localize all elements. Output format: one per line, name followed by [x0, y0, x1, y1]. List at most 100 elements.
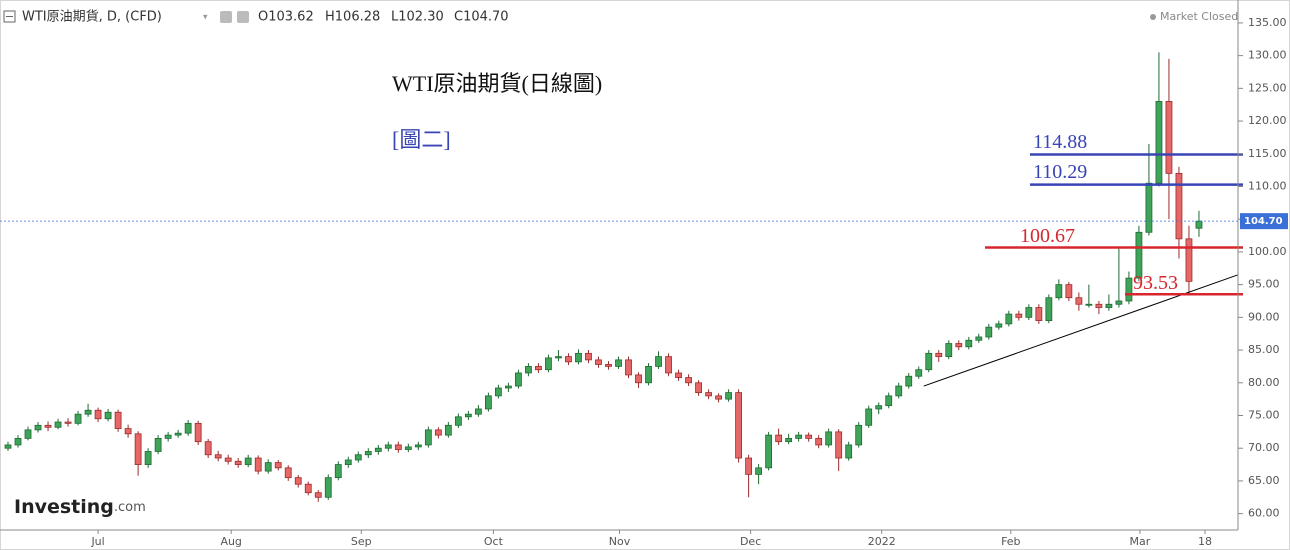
candle-body [134, 433, 142, 465]
x-tick-label: Mar [1130, 535, 1151, 548]
logo-main: Investing [14, 496, 114, 518]
candle-body [474, 408, 482, 415]
candle-body [1055, 284, 1063, 299]
candle-body [44, 424, 52, 428]
candle-body [1175, 172, 1183, 240]
y-tick-label: 100.00 [1248, 245, 1287, 258]
candle-body [495, 387, 502, 397]
logo: Investing.com [14, 496, 146, 518]
candle-body [204, 441, 212, 456]
candle-body [434, 429, 442, 436]
candle-body [925, 352, 933, 371]
candle-body [1145, 182, 1153, 233]
candle-body [535, 366, 542, 371]
candle-body [745, 457, 753, 475]
candle-body [264, 462, 272, 472]
candle-body [825, 431, 833, 446]
candle-body [865, 408, 873, 426]
candle-body [555, 356, 562, 359]
candle-body [915, 369, 923, 377]
candle-body [364, 451, 372, 456]
candle-body [114, 411, 122, 429]
y-tick-label: 125.00 [1248, 81, 1287, 94]
candle-body [84, 409, 92, 415]
x-tick-label: Nov [609, 535, 631, 548]
candle-body [985, 326, 993, 338]
candle-body [214, 454, 222, 459]
candle-body [14, 437, 22, 446]
symbol-title: WTI原油期貨, D, (CFD) [22, 9, 162, 25]
ohlc-low: L102.30 [391, 10, 444, 25]
candle-body [464, 413, 472, 418]
candle-body [404, 446, 412, 450]
candle-body [324, 477, 332, 498]
level-label: 114.88 [1033, 131, 1087, 153]
x-tick-label: 2022 [868, 535, 896, 548]
candle-body [755, 467, 763, 475]
x-tick-label: Feb [1001, 535, 1020, 548]
candle-body [304, 483, 312, 494]
candle-body [635, 374, 642, 384]
candle-body [1045, 297, 1053, 322]
candle-body [34, 424, 42, 431]
candle-body [665, 356, 672, 374]
candle-body [1155, 101, 1163, 184]
candle-body [54, 421, 62, 428]
candle-body [74, 413, 82, 424]
candle-body [785, 437, 793, 443]
candle-body [1075, 297, 1083, 305]
x-tick-label: Aug [220, 535, 241, 548]
candle-body [975, 336, 983, 341]
candle-body [585, 352, 592, 361]
candle-body [234, 460, 242, 465]
candle-body [725, 392, 732, 400]
y-tick-label: 135.00 [1248, 16, 1287, 29]
candle-body [715, 395, 722, 400]
candle-body [334, 464, 342, 479]
candle-body [184, 422, 192, 434]
ohlc-close: C104.70 [454, 10, 509, 25]
candle-body [625, 359, 632, 376]
ohlc-high: H106.28 [325, 10, 380, 25]
candle-body [895, 385, 903, 397]
candle-body [424, 429, 432, 446]
candle-body [244, 457, 252, 465]
candle-body [765, 434, 773, 469]
candle-body [835, 431, 843, 459]
candle-body [965, 339, 973, 348]
candle-body [144, 451, 152, 465]
candle-body [645, 366, 652, 384]
y-tick-label: 60.00 [1248, 507, 1280, 520]
y-tick-label: 120.00 [1248, 114, 1287, 127]
settings-icon[interactable] [237, 11, 249, 23]
level-label: 110.29 [1033, 161, 1087, 183]
dropdown-arrow[interactable]: ▾ [203, 13, 208, 23]
candle-body [1185, 238, 1193, 282]
collapse-icon[interactable] [3, 10, 16, 23]
candle-body [705, 392, 712, 397]
candle-body [775, 434, 783, 443]
candle-body [685, 377, 692, 384]
candle-body [935, 352, 943, 358]
y-tick-label: 85.00 [1248, 343, 1280, 356]
chart-subtitle: [圖二] [392, 127, 451, 152]
candle-body [505, 385, 512, 389]
candle-body [154, 437, 162, 452]
plot-area [0, 52, 1243, 502]
y-tick-label: 115.00 [1248, 147, 1287, 160]
candle-body [24, 429, 32, 439]
candle-body [1135, 231, 1143, 279]
candle-body [945, 343, 953, 358]
settings-icon[interactable] [220, 11, 232, 23]
level-label: 100.67 [1020, 225, 1075, 247]
candle-body [1125, 277, 1133, 302]
status-dot [1150, 14, 1156, 20]
candle-body [384, 444, 392, 449]
candle-body [4, 444, 12, 449]
logo-suffix: .com [114, 500, 146, 515]
candle-body [1025, 307, 1033, 318]
candle-body [875, 405, 883, 410]
candle-body [274, 462, 282, 469]
